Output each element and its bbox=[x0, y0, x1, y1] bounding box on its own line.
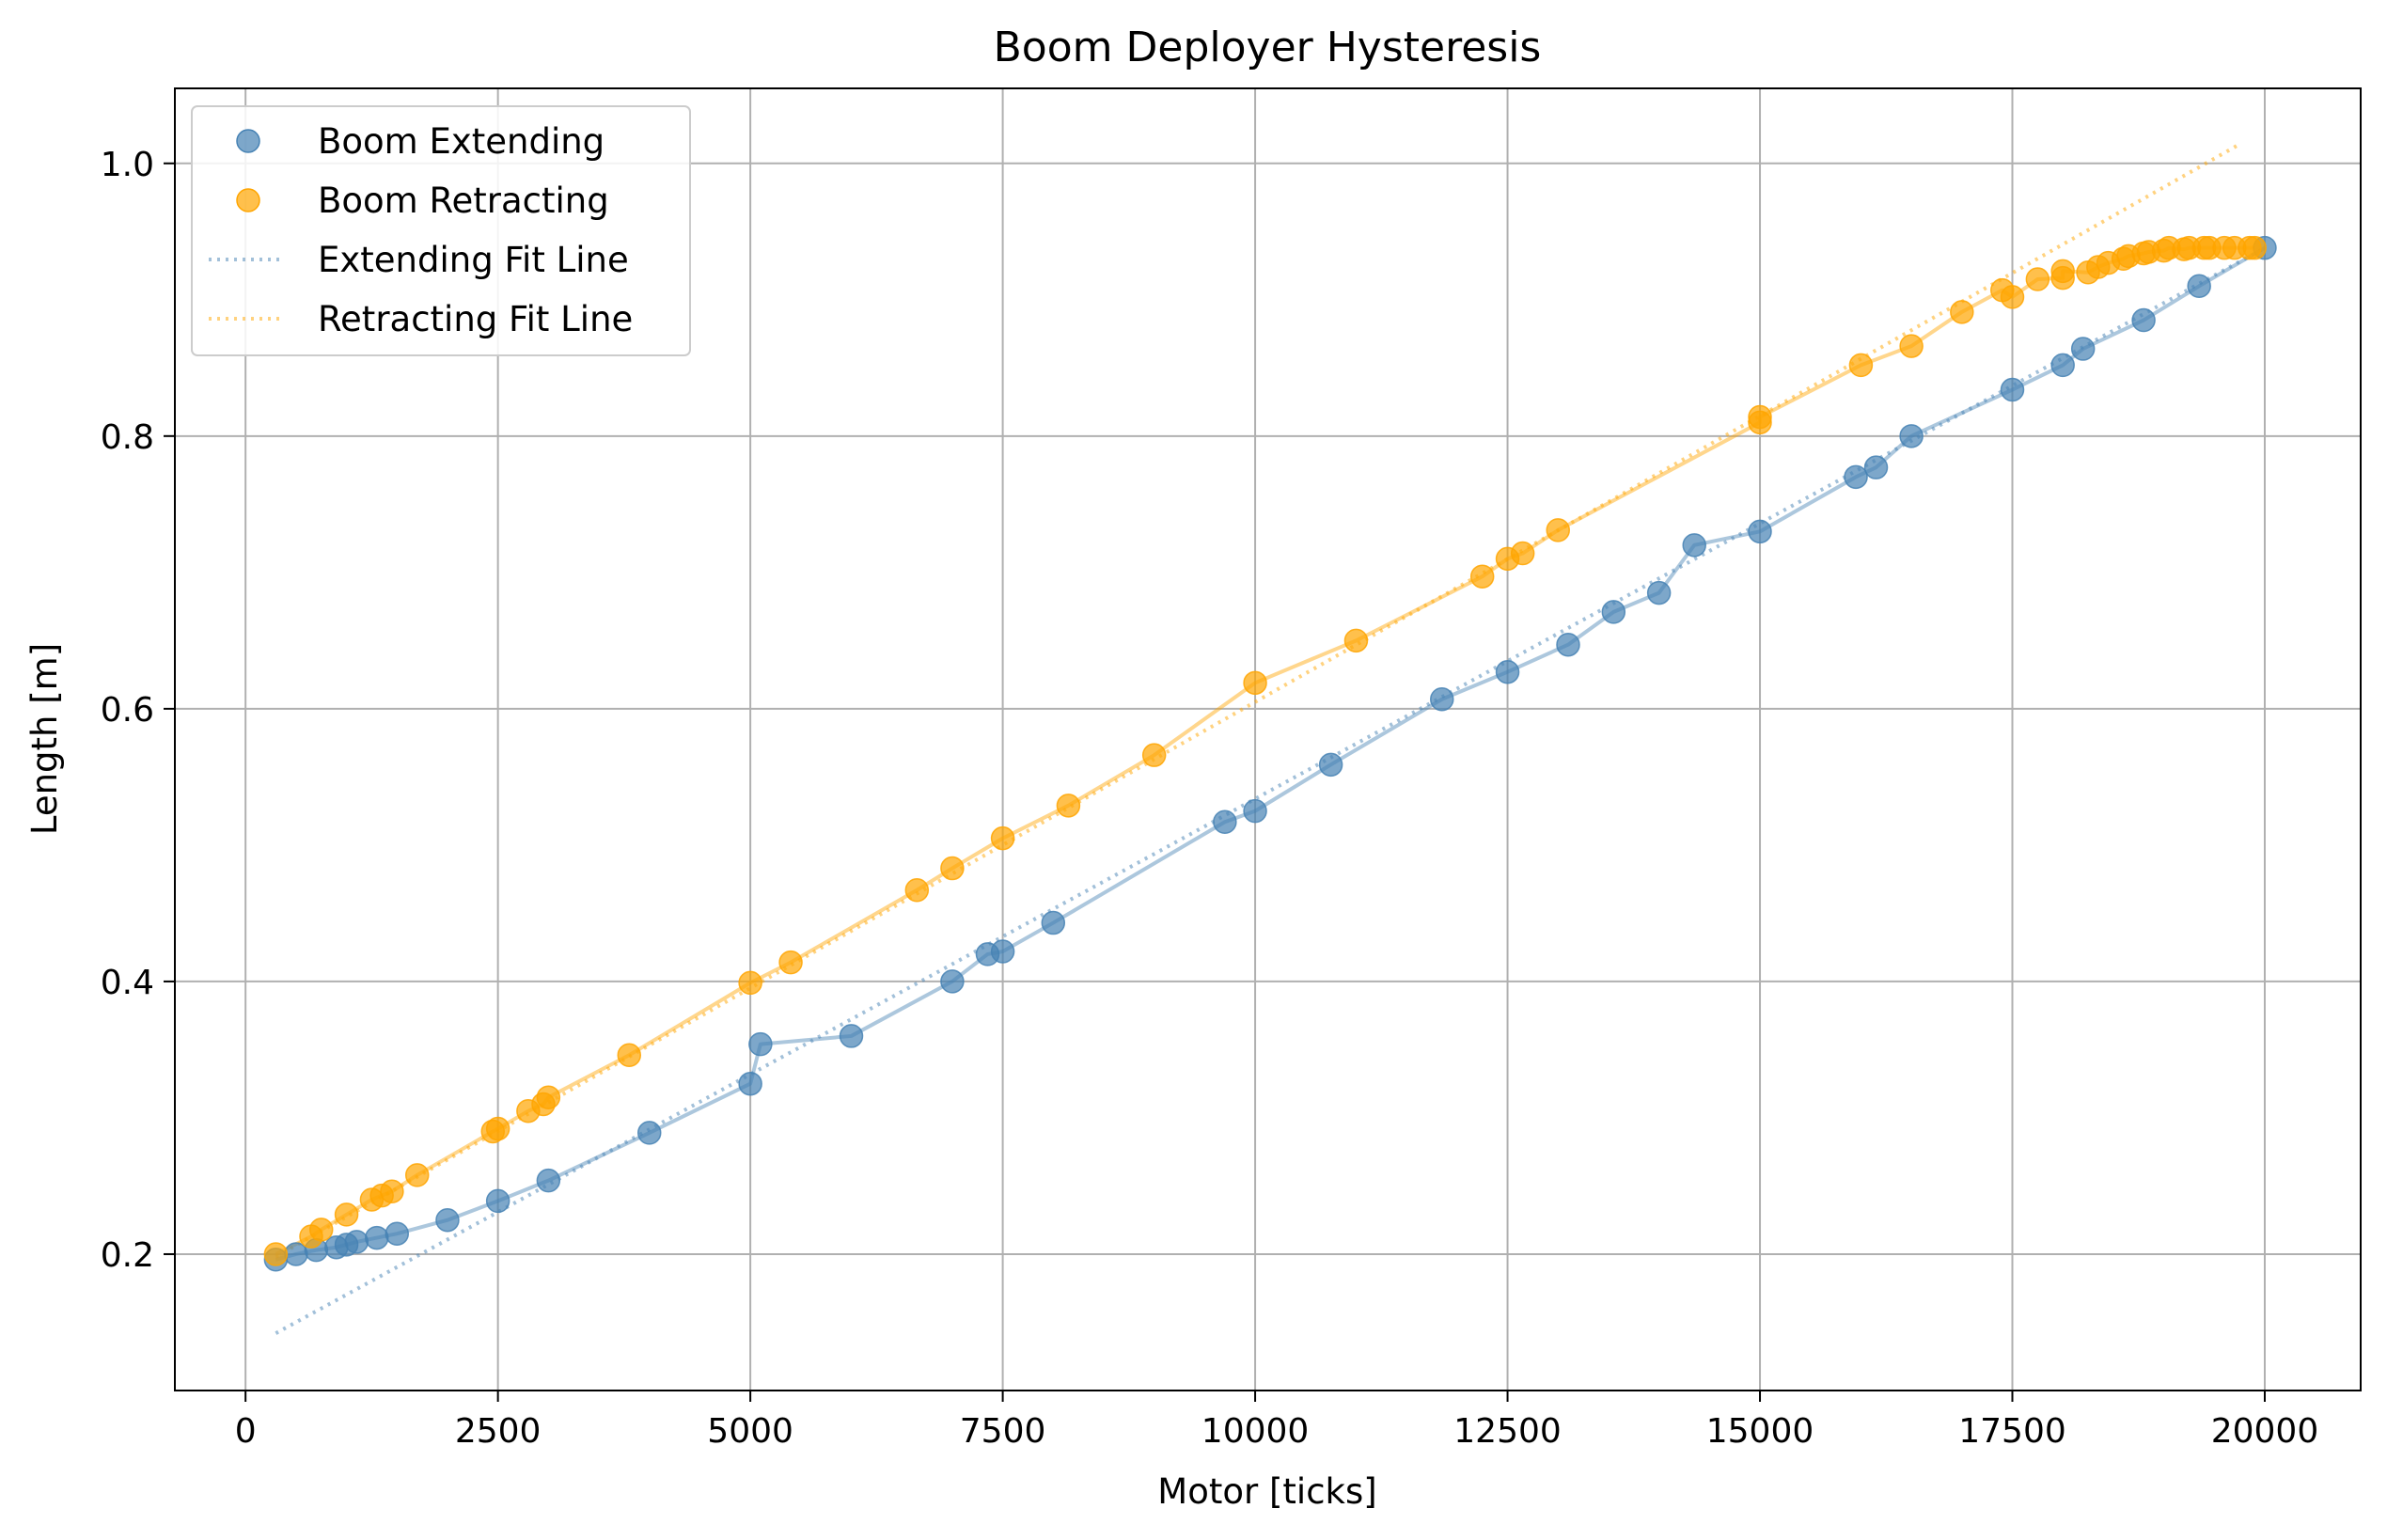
data-point-series-1 bbox=[1056, 794, 1081, 818]
data-point-series-1 bbox=[1469, 564, 1495, 589]
data-point-series-1 bbox=[334, 1202, 359, 1227]
data-point-series-0 bbox=[1863, 455, 1889, 479]
data-point-series-1 bbox=[2242, 235, 2267, 260]
y-tick-label: 0.4 bbox=[101, 964, 154, 1002]
data-point-series-1 bbox=[738, 970, 762, 996]
data-point-series-0 bbox=[940, 969, 965, 994]
data-point-series-1 bbox=[940, 856, 965, 881]
fit-lines bbox=[275, 142, 2266, 1335]
data-point-series-1 bbox=[404, 1163, 430, 1187]
legend-marker-extending bbox=[236, 129, 260, 153]
x-tick-label: 10000 bbox=[1201, 1412, 1310, 1451]
fit-line-3 bbox=[275, 142, 2241, 1259]
data-point-series-0 bbox=[1243, 798, 1267, 824]
data-point-series-0 bbox=[1318, 752, 1343, 778]
x-tick-label: 12500 bbox=[1453, 1412, 1562, 1451]
data-point-series-0 bbox=[1899, 424, 1924, 448]
x-tick-label: 15000 bbox=[1706, 1412, 1814, 1451]
data-point-series-1 bbox=[778, 950, 803, 975]
data-point-series-0 bbox=[536, 1168, 561, 1193]
y-tick-label: 0.2 bbox=[101, 1236, 154, 1275]
fit-line-2 bbox=[275, 245, 2266, 1335]
data-point-series-0 bbox=[1429, 686, 1454, 712]
data-point-series-1 bbox=[308, 1218, 334, 1242]
data-point-series-1 bbox=[2000, 285, 2025, 309]
data-point-series-0 bbox=[1041, 910, 1066, 935]
data-point-series-1 bbox=[990, 825, 1015, 851]
data-point-series-1 bbox=[1899, 334, 1924, 358]
data-point-series-1 bbox=[1510, 541, 1535, 566]
legend-label-retracting: Boom Retracting bbox=[318, 181, 609, 221]
data-point-series-0 bbox=[636, 1121, 662, 1145]
data-point-series-1 bbox=[380, 1179, 404, 1204]
x-tick-label: 20000 bbox=[2211, 1412, 2319, 1451]
axis-ticks: 0 2500 5000 7500 10000 12500 15000 17500 20000 0.… bbox=[101, 146, 2319, 1451]
data-points bbox=[263, 235, 2277, 1272]
data-point-series-0 bbox=[1844, 464, 1868, 490]
x-tick-label: 7500 bbox=[960, 1412, 1046, 1451]
data-point-series-0 bbox=[748, 1031, 773, 1057]
chart-title: Boom Deployer Hysteresis bbox=[994, 24, 1542, 71]
data-point-series-1 bbox=[1950, 300, 1974, 324]
data-point-series-1 bbox=[904, 878, 930, 903]
data-point-series-0 bbox=[1213, 809, 1237, 834]
data-point-series-0 bbox=[2187, 274, 2211, 299]
data-point-series-0 bbox=[485, 1188, 510, 1214]
plot-frame bbox=[174, 87, 2362, 1391]
legend-label-extending-fit: Extending Fit Line bbox=[318, 240, 629, 280]
data-point-series-0 bbox=[435, 1207, 460, 1233]
legend: Boom Extending Boom Retracting Extending… bbox=[191, 105, 691, 356]
data-point-series-1 bbox=[263, 1242, 289, 1266]
x-tick-label: 0 bbox=[235, 1412, 257, 1451]
data-point-series-0 bbox=[1556, 632, 1580, 657]
data-point-series-1 bbox=[2050, 259, 2075, 284]
data-point-series-1 bbox=[1546, 518, 1570, 542]
x-tick-label: 5000 bbox=[707, 1412, 793, 1451]
data-point-series-0 bbox=[385, 1221, 410, 1246]
legend-frame bbox=[191, 105, 691, 356]
x-axis-label: Motor [ticks] bbox=[1157, 1471, 1376, 1512]
data-point-series-0 bbox=[2050, 353, 2075, 378]
data-point-series-0 bbox=[1748, 519, 1772, 544]
data-point-series-0 bbox=[2131, 307, 2156, 333]
data-point-series-0 bbox=[1495, 659, 1520, 684]
y-axis-label: Length [m] bbox=[24, 643, 65, 835]
data-point-series-0 bbox=[1601, 600, 1626, 624]
data-point-series-0 bbox=[1646, 580, 1672, 605]
data-point-series-0 bbox=[344, 1230, 369, 1254]
y-tick-label: 0.8 bbox=[101, 418, 154, 457]
data-point-series-0 bbox=[1682, 533, 1706, 558]
data-point-series-0 bbox=[990, 939, 1015, 964]
data-point-series-1 bbox=[485, 1116, 510, 1141]
y-tick-label: 0.6 bbox=[101, 691, 154, 730]
data-point-series-1 bbox=[617, 1043, 642, 1067]
data-point-series-1 bbox=[1848, 353, 1874, 378]
legend-label-extending: Boom Extending bbox=[318, 121, 605, 162]
data-point-series-0 bbox=[284, 1242, 308, 1266]
y-tick-label: 1.0 bbox=[101, 146, 154, 184]
data-point-series-0 bbox=[2070, 337, 2096, 361]
data-point-series-0 bbox=[2000, 377, 2025, 402]
data-point-series-1 bbox=[1243, 670, 1267, 696]
data-point-series-0 bbox=[839, 1024, 864, 1048]
legend-marker-retracting bbox=[236, 188, 260, 212]
data-point-series-1 bbox=[1748, 404, 1772, 430]
data-point-series-1 bbox=[1141, 743, 1167, 767]
legend-label-retracting-fit: Retracting Fit Line bbox=[318, 299, 633, 339]
data-point-series-1 bbox=[1343, 628, 1369, 653]
data-point-series-1 bbox=[536, 1085, 561, 1109]
x-tick-label: 17500 bbox=[1958, 1412, 2066, 1451]
data-point-series-0 bbox=[365, 1225, 389, 1250]
data-point-series-1 bbox=[2025, 267, 2050, 291]
x-tick-label: 2500 bbox=[455, 1412, 542, 1451]
data-point-series-0 bbox=[738, 1071, 762, 1096]
